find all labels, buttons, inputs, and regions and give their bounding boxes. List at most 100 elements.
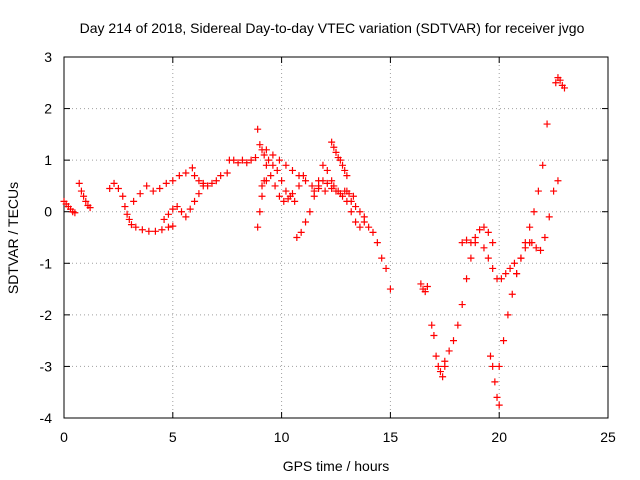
data-point <box>125 215 133 223</box>
data-point <box>454 321 462 329</box>
data-point <box>175 172 183 180</box>
data-point <box>169 205 177 213</box>
data-point <box>510 259 518 267</box>
data-point <box>552 79 560 87</box>
data-point <box>439 373 447 381</box>
data-point <box>223 169 231 177</box>
data-point <box>267 172 275 180</box>
series-track-09 <box>254 125 299 205</box>
data-point <box>336 156 344 164</box>
data-point <box>506 264 514 272</box>
data-point <box>502 270 510 278</box>
data-point <box>234 159 242 167</box>
data-point <box>315 182 323 190</box>
data-point <box>323 166 331 174</box>
data-point <box>328 177 336 185</box>
x-tick-label: 10 <box>274 429 290 445</box>
data-point <box>191 197 199 205</box>
data-point <box>441 357 449 365</box>
data-point <box>352 203 360 211</box>
data-point <box>369 228 377 236</box>
data-point <box>489 264 497 272</box>
data-point <box>160 215 168 223</box>
data-point <box>356 223 364 231</box>
data-points <box>60 74 568 409</box>
data-point <box>480 223 488 231</box>
data-point <box>288 190 296 198</box>
data-point <box>121 203 129 211</box>
data-point <box>251 154 259 162</box>
data-point <box>517 254 525 262</box>
data-point <box>127 221 135 229</box>
series-track-21 <box>441 239 479 365</box>
data-point <box>308 182 316 190</box>
data-point <box>238 156 246 164</box>
data-point <box>262 146 270 154</box>
x-tick-label: 20 <box>491 429 507 445</box>
data-point <box>319 161 327 169</box>
series-track-20 <box>428 321 449 381</box>
data-point <box>489 239 497 247</box>
data-point <box>434 362 442 370</box>
data-point <box>339 192 347 200</box>
data-point <box>173 203 181 211</box>
data-point <box>284 195 292 203</box>
data-point <box>191 172 199 180</box>
y-tick-label: -4 <box>40 410 53 426</box>
data-point <box>334 187 342 195</box>
data-point <box>493 393 501 401</box>
series-track-03 <box>106 179 133 223</box>
series-track-06 <box>160 182 207 223</box>
data-point <box>275 156 283 164</box>
data-point <box>550 187 558 195</box>
y-tick-label: 3 <box>44 49 52 65</box>
data-point <box>508 290 516 298</box>
y-tick-label: -2 <box>40 307 53 323</box>
axis-ticks <box>63 56 609 419</box>
data-point <box>262 177 270 185</box>
data-point <box>347 208 355 216</box>
data-point <box>330 143 338 151</box>
data-point <box>428 321 436 329</box>
data-point <box>82 197 90 205</box>
data-point <box>500 337 508 345</box>
data-point <box>560 84 568 92</box>
data-point <box>282 187 290 195</box>
data-point <box>360 213 368 221</box>
data-point <box>341 166 349 174</box>
data-point <box>471 234 479 241</box>
y-tick-labels: -4 -3 -2 -1 0 1 2 3 <box>40 49 53 426</box>
data-point <box>208 179 216 187</box>
data-point <box>258 192 266 200</box>
data-point <box>273 166 281 174</box>
data-point <box>339 161 347 169</box>
data-point <box>526 223 534 231</box>
data-point <box>484 228 492 236</box>
data-point <box>328 138 336 146</box>
series-track-18 <box>386 285 394 293</box>
data-point <box>467 239 475 247</box>
data-point <box>432 352 440 360</box>
data-point <box>332 148 340 156</box>
data-point <box>75 179 83 187</box>
data-point <box>275 192 283 200</box>
data-point <box>182 169 190 177</box>
data-point <box>212 177 220 185</box>
y-axis-label: SDTVAR / TECUs <box>5 182 21 294</box>
data-point <box>271 182 279 190</box>
data-point <box>293 234 301 241</box>
data-point <box>295 182 303 190</box>
data-point <box>138 226 146 234</box>
data-point <box>423 282 431 290</box>
series-track-22 <box>458 223 497 247</box>
data-point <box>343 187 351 195</box>
data-point <box>256 208 264 216</box>
series-track-12 <box>262 146 329 195</box>
data-point <box>495 401 503 409</box>
series-track-19 <box>417 280 431 296</box>
data-point <box>204 182 212 190</box>
data-point <box>282 161 290 169</box>
series-track-23 <box>480 244 518 283</box>
data-point <box>513 270 521 278</box>
